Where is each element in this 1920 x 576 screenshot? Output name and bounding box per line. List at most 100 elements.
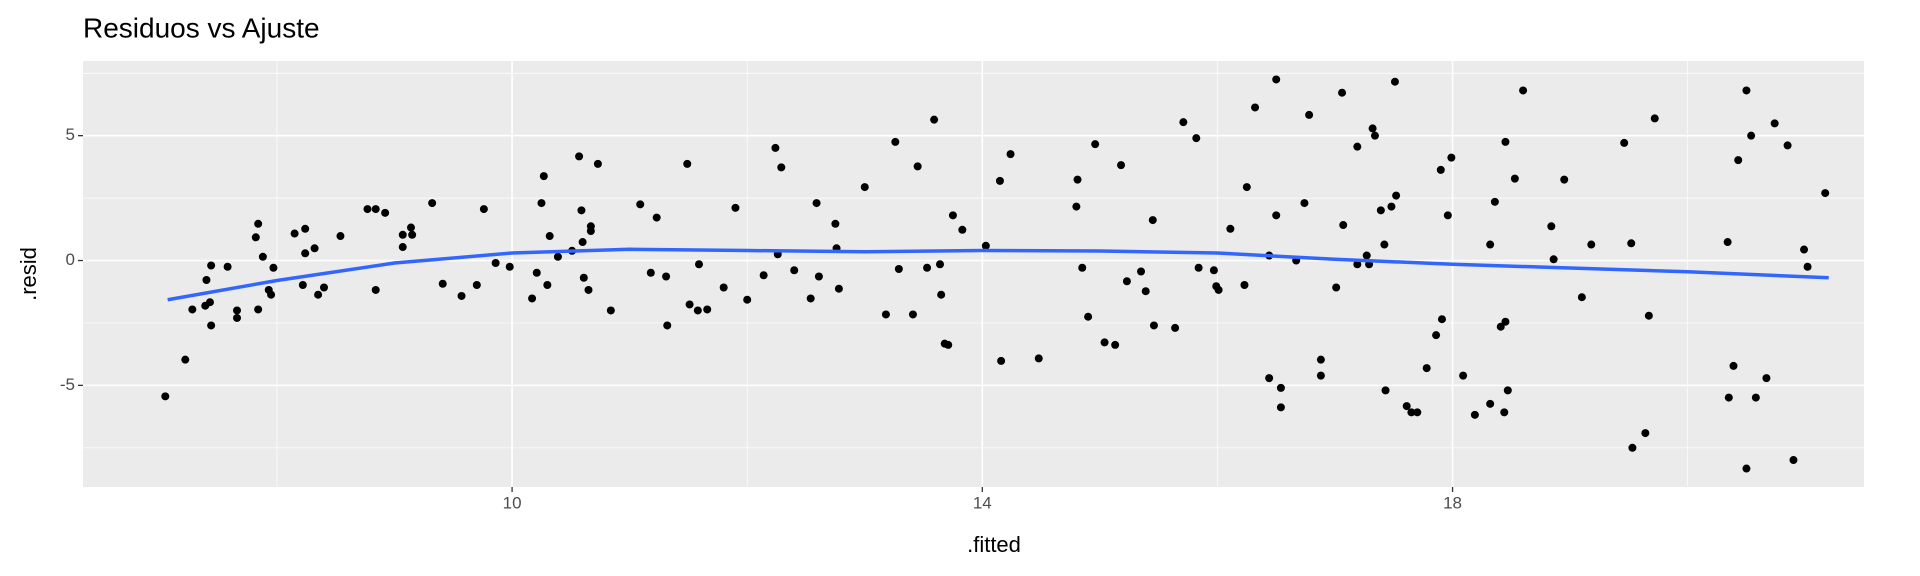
point	[553, 252, 562, 261]
point	[860, 183, 869, 192]
point	[812, 199, 821, 208]
point	[545, 232, 554, 241]
x-tick-label: 18	[1443, 493, 1462, 512]
point	[1376, 206, 1385, 215]
point	[1137, 267, 1146, 276]
point	[814, 272, 823, 281]
point	[371, 285, 380, 294]
point	[663, 321, 672, 330]
point	[1091, 140, 1100, 149]
point	[1789, 456, 1798, 465]
point	[1432, 331, 1441, 340]
point	[1821, 189, 1830, 198]
point	[1353, 142, 1362, 151]
point	[233, 306, 242, 315]
point	[577, 206, 586, 215]
point	[1729, 361, 1738, 370]
point	[398, 230, 407, 239]
point	[1209, 266, 1218, 275]
point	[606, 306, 615, 315]
point	[579, 273, 588, 282]
point	[1332, 283, 1341, 292]
point	[1500, 408, 1509, 417]
point	[298, 280, 307, 289]
point	[1762, 374, 1771, 383]
point	[695, 260, 704, 269]
point	[1362, 251, 1371, 260]
point	[913, 162, 922, 171]
point	[1800, 245, 1809, 254]
point	[1338, 88, 1347, 97]
point	[995, 176, 1004, 185]
point	[1316, 371, 1325, 380]
point	[1380, 240, 1389, 249]
point	[891, 137, 900, 146]
point	[363, 205, 372, 214]
point	[908, 310, 917, 319]
point	[528, 294, 537, 303]
point	[662, 272, 671, 281]
point	[438, 279, 447, 288]
point	[254, 219, 263, 228]
point	[944, 340, 953, 349]
point	[537, 199, 546, 208]
point	[1734, 156, 1743, 165]
point	[806, 294, 815, 303]
point	[1407, 408, 1416, 417]
point	[1073, 175, 1082, 184]
point	[1496, 322, 1505, 331]
point	[258, 252, 267, 261]
point	[398, 243, 407, 252]
point	[1316, 355, 1325, 364]
point	[1251, 103, 1260, 112]
point	[719, 283, 728, 292]
point	[472, 280, 481, 289]
point	[1272, 75, 1281, 84]
point	[1587, 240, 1596, 249]
point	[1100, 338, 1109, 347]
point	[1276, 383, 1285, 392]
point	[1436, 165, 1445, 174]
point	[834, 284, 843, 293]
point	[1577, 293, 1586, 302]
point	[1503, 386, 1512, 395]
point	[790, 266, 799, 275]
point	[881, 310, 890, 319]
y-tick-label: 5	[66, 125, 75, 144]
point	[1072, 202, 1081, 211]
point	[981, 241, 990, 250]
y-axis-title: .resid	[16, 247, 41, 301]
point	[1501, 137, 1510, 146]
point	[543, 280, 552, 289]
point	[1392, 191, 1401, 200]
point	[1447, 153, 1456, 162]
point	[1353, 260, 1362, 269]
point	[1742, 464, 1751, 473]
point	[267, 290, 276, 299]
point	[1305, 110, 1314, 119]
point	[1742, 86, 1751, 95]
point	[1272, 211, 1281, 220]
point	[693, 306, 702, 315]
point	[1459, 371, 1468, 380]
point	[1501, 317, 1510, 326]
point	[997, 356, 1006, 365]
point	[188, 305, 197, 314]
point	[1084, 312, 1093, 321]
point	[207, 321, 216, 330]
point	[1413, 408, 1422, 417]
point	[930, 115, 939, 124]
point	[1148, 216, 1157, 225]
point	[1751, 393, 1760, 402]
point	[1549, 255, 1558, 264]
point	[223, 262, 232, 271]
smooth-line	[167, 247, 1829, 302]
point	[1370, 131, 1379, 140]
point	[1402, 402, 1411, 411]
point	[371, 205, 380, 214]
point	[1240, 280, 1249, 289]
point	[408, 230, 417, 239]
point	[1117, 161, 1126, 170]
point	[1265, 374, 1274, 383]
point	[646, 268, 655, 277]
